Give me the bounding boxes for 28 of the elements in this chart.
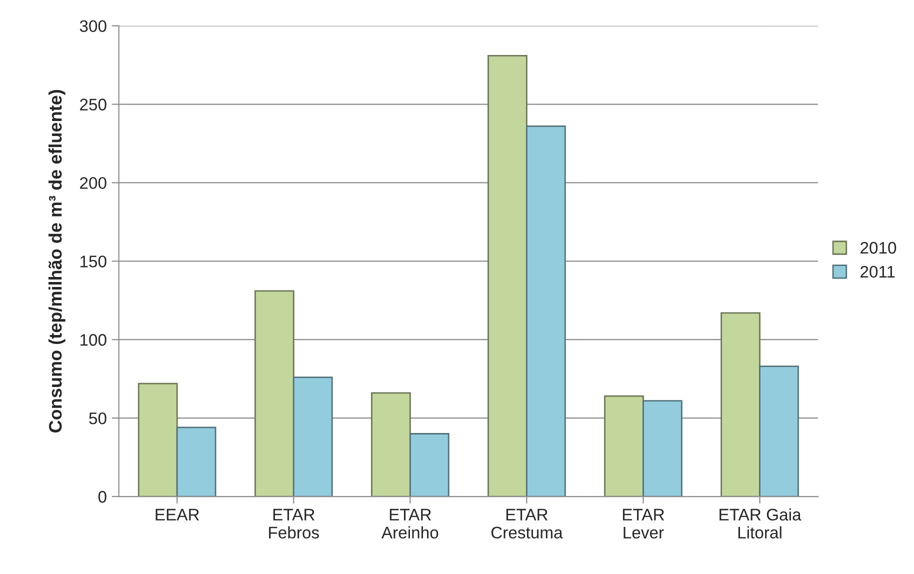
bar <box>138 382 178 497</box>
x-tick-label: ETAR Areinho <box>381 508 438 539</box>
x-tick-label: EEAR <box>156 508 200 520</box>
bar <box>642 400 682 497</box>
bar <box>604 395 644 497</box>
bar <box>292 376 333 497</box>
bar <box>409 433 450 497</box>
legend-label: 2011 <box>860 266 895 278</box>
y-tick-label: 50 <box>89 412 106 424</box>
x-tick-label: ETAR Febros <box>269 508 319 539</box>
bar <box>526 126 566 497</box>
x-tick-label: ETAR Gaia Litoral <box>720 508 802 539</box>
bar <box>176 426 216 497</box>
y-tick-label: 250 <box>80 98 106 110</box>
bar <box>488 54 528 497</box>
y-tick-label: 200 <box>80 177 106 189</box>
y-tick-label: 150 <box>80 256 106 268</box>
bar <box>759 366 799 497</box>
y-tick-label: 300 <box>80 20 106 32</box>
bar <box>254 290 294 497</box>
y-tick-label: 0 <box>98 490 106 503</box>
bar <box>720 312 760 497</box>
legend-label: 2010 <box>860 242 896 254</box>
y-axis-title: Consumo (tep/milhão de m³ de efluente) <box>48 90 66 432</box>
bar <box>371 392 411 497</box>
x-tick-label: ETAR Crestuma <box>491 508 563 539</box>
y-tick-label: 100 <box>80 334 106 346</box>
x-tick-label: ETAR Lever <box>622 508 664 539</box>
